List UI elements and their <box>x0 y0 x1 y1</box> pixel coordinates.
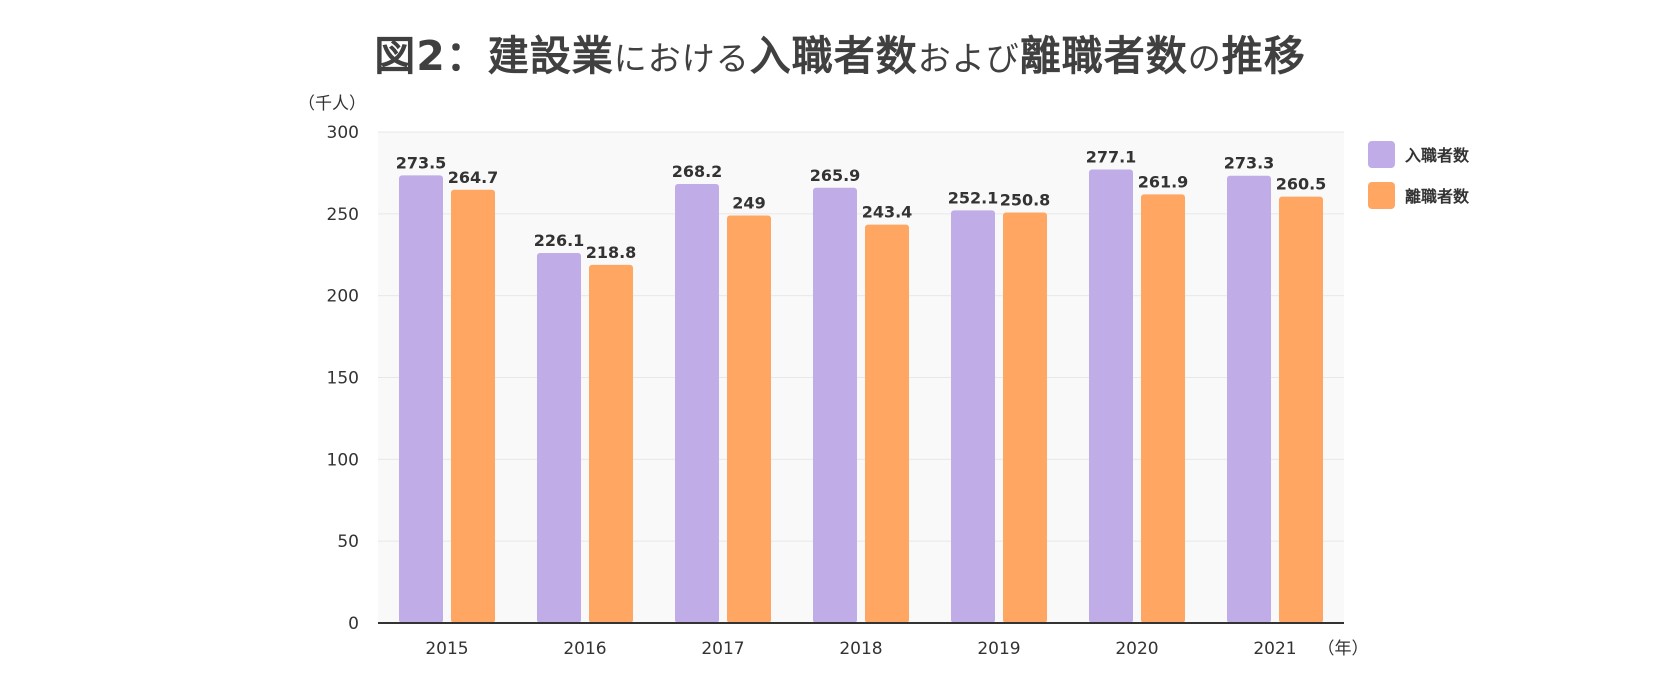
x-tick-label: 2018 <box>839 639 882 659</box>
x-tick-label: 2017 <box>701 639 744 659</box>
y-tick-label: 100 <box>327 450 359 470</box>
bar-separations-2019 <box>1003 212 1047 624</box>
x-tick-label: 2019 <box>977 639 1020 659</box>
legend-label-hires: 入職者数 <box>1405 146 1470 165</box>
bar-separations-2020 <box>1141 194 1185 623</box>
bar-hires-2020 <box>1089 169 1133 623</box>
data-label-hires-2016: 226.1 <box>534 231 585 250</box>
data-label-separations-2017: 249 <box>732 193 765 212</box>
bar-hires-2019 <box>951 210 995 623</box>
data-label-hires-2019: 252.1 <box>948 188 999 207</box>
data-label-hires-2018: 265.9 <box>810 166 861 185</box>
title-part: 推移 <box>1221 32 1306 80</box>
bar-separations-2021 <box>1279 196 1323 624</box>
title-part: における <box>613 39 750 78</box>
x-tick-label: 2016 <box>563 639 606 659</box>
bar-hires-2017 <box>675 184 719 623</box>
data-label-hires-2015: 273.5 <box>396 153 447 172</box>
bar-hires-2018 <box>813 187 857 623</box>
data-label-separations-2019: 250.8 <box>1000 191 1051 210</box>
x-axis-label: （年） <box>1318 639 1369 659</box>
bar-hires-2016 <box>537 252 581 624</box>
y-tick-label: 0 <box>348 614 359 634</box>
data-label-hires-2021: 273.3 <box>1224 154 1275 173</box>
title-part: 離職者数 <box>1019 32 1188 80</box>
data-label-separations-2021: 260.5 <box>1276 175 1327 194</box>
x-tick-label: 2020 <box>1115 639 1158 659</box>
data-label-separations-2016: 218.8 <box>586 243 637 262</box>
bar-hires-2015 <box>399 175 443 623</box>
title-part: の <box>1187 39 1222 78</box>
y-tick-label: 250 <box>327 205 359 225</box>
data-label-hires-2020: 277.1 <box>1086 147 1137 166</box>
y-tick-label: 150 <box>327 369 359 389</box>
data-label-hires-2017: 268.2 <box>672 162 723 181</box>
bar-separations-2018 <box>865 224 909 624</box>
bar-separations-2015 <box>451 189 495 623</box>
y-tick-label: 50 <box>337 532 359 552</box>
legend-item-hires[interactable]: 入職者数 <box>1368 140 1469 168</box>
title-part: 入職者数 <box>749 32 918 80</box>
legend: 入職者数 離職者数 <box>1368 140 1469 222</box>
x-tick-label: 2021 <box>1253 639 1296 659</box>
bar-hires-2021 <box>1227 175 1271 623</box>
bar-separations-2017 <box>727 215 771 623</box>
legend-label-separations: 離職者数 <box>1405 187 1470 206</box>
title-part: および <box>917 39 1020 78</box>
bar-separations-2016 <box>589 264 633 623</box>
y-tick-label: 200 <box>327 287 359 307</box>
y-tick-label: 300 <box>327 123 359 143</box>
x-tick-label: 2015 <box>425 639 468 659</box>
data-label-separations-2018: 243.4 <box>862 203 913 222</box>
legend-swatch-hires <box>1368 140 1395 168</box>
legend-swatch-separations <box>1368 181 1395 209</box>
title-part: 図2：建設業 <box>374 32 614 80</box>
chart-title: 図2：建設業における入職者数および離職者数の推移 <box>0 22 1680 82</box>
legend-item-separations[interactable]: 離職者数 <box>1368 181 1469 209</box>
y-axis-label: （千人） <box>298 94 366 114</box>
data-label-separations-2020: 261.9 <box>1138 172 1189 191</box>
data-label-separations-2015: 264.7 <box>448 168 499 187</box>
